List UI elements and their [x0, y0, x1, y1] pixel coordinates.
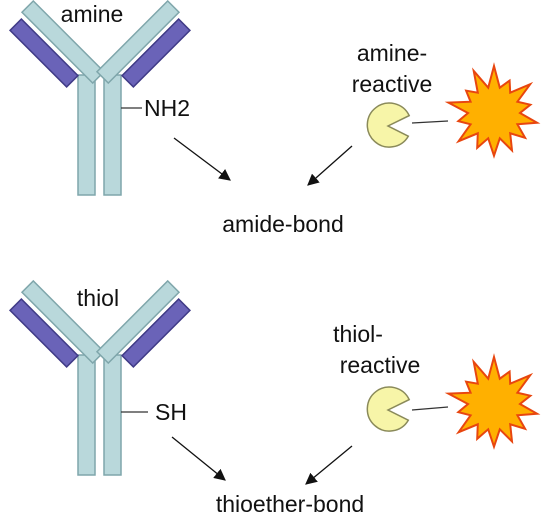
thiol-panel: thiol SH thiol- reactive thioether-bond — [10, 281, 537, 517]
arrow-from-reagent — [306, 446, 352, 484]
group-label: NH2 — [144, 95, 190, 121]
antibody-label: amine — [61, 1, 124, 27]
product-label: thioether-bond — [216, 491, 364, 517]
heavy-chain-right — [104, 75, 121, 195]
linker-line — [412, 407, 448, 410]
reagent-label-line1: amine- — [357, 40, 427, 66]
arrow-from-antibody — [174, 138, 230, 180]
linker-line — [412, 121, 448, 123]
reagent-label-line2: reactive — [340, 352, 421, 378]
pacman-reactive-group-icon — [367, 387, 409, 431]
product-label: amide-bond — [222, 211, 343, 237]
arrow-from-antibody — [172, 437, 225, 480]
antibody-label: thiol — [77, 285, 119, 311]
arrow-from-reagent — [308, 146, 352, 185]
heavy-chain-left — [78, 355, 95, 475]
starburst-fluorophore-icon — [448, 66, 537, 156]
starburst-fluorophore-icon — [448, 357, 537, 447]
reagent-label-line2: reactive — [352, 71, 433, 97]
pacman-reactive-group-icon — [367, 103, 409, 147]
heavy-chain-right — [104, 355, 121, 475]
group-label: SH — [155, 399, 187, 425]
amine-panel: amine NH2 amine- reactive amide-bond — [10, 1, 537, 237]
heavy-chain-left — [78, 75, 95, 195]
reagent-label-line1: thiol- — [333, 321, 383, 347]
